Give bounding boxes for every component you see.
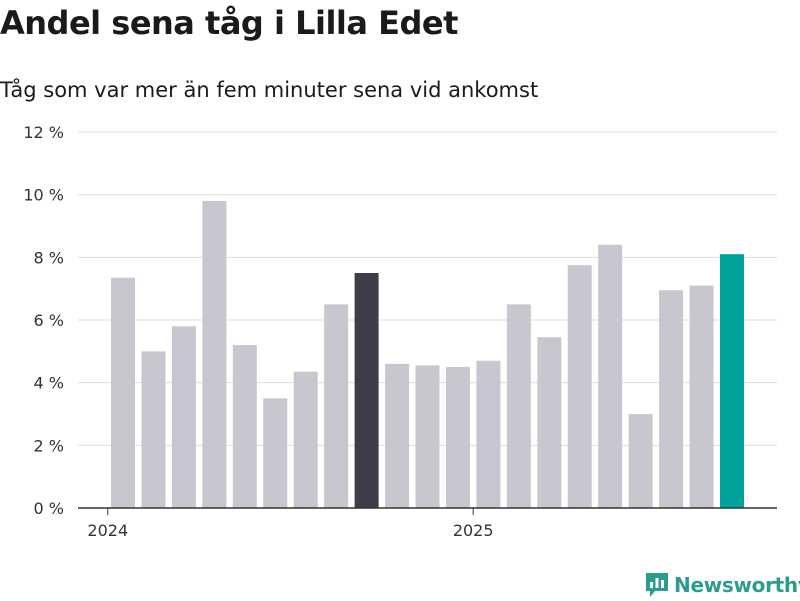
- bar: [141, 351, 166, 508]
- bar: [293, 371, 318, 508]
- bar: [354, 273, 379, 508]
- newsworthy-brand: Newsworthy: [674, 573, 800, 597]
- bar: [171, 326, 196, 508]
- y-tick-label: 12 %: [23, 123, 64, 142]
- bar: [232, 345, 257, 508]
- bar: [476, 360, 501, 508]
- y-tick-label: 4 %: [34, 374, 64, 393]
- chart-title: Andel sena tåg i Lilla Edet: [0, 4, 458, 42]
- bar: [567, 265, 592, 508]
- bar: [263, 398, 288, 508]
- bar: [628, 414, 653, 508]
- x-tick-label: 2025: [453, 521, 494, 540]
- y-tick-label: 6 %: [34, 311, 64, 330]
- chart-subtitle: Tåg som var mer än fem minuter sena vid …: [0, 78, 539, 102]
- x-tick-label: 2024: [87, 521, 128, 540]
- bar: [385, 363, 410, 508]
- bar: [598, 244, 623, 509]
- y-tick-label: 8 %: [34, 248, 64, 267]
- bar: [111, 277, 135, 508]
- bar: [720, 254, 744, 508]
- bar: [506, 304, 531, 508]
- bar: [537, 337, 562, 508]
- bar: [689, 285, 714, 508]
- newsworthy-logo-icon: [646, 573, 668, 597]
- bar: [202, 200, 227, 508]
- newsworthy-logo: Newsworthy: [644, 569, 800, 601]
- y-tick-label: 2 %: [34, 436, 64, 455]
- bar: [445, 367, 470, 508]
- y-tick-label: 10 %: [23, 186, 64, 205]
- bar: [659, 290, 684, 508]
- bar: [415, 365, 440, 508]
- y-tick-label: 0 %: [34, 499, 64, 518]
- bar: [324, 304, 349, 508]
